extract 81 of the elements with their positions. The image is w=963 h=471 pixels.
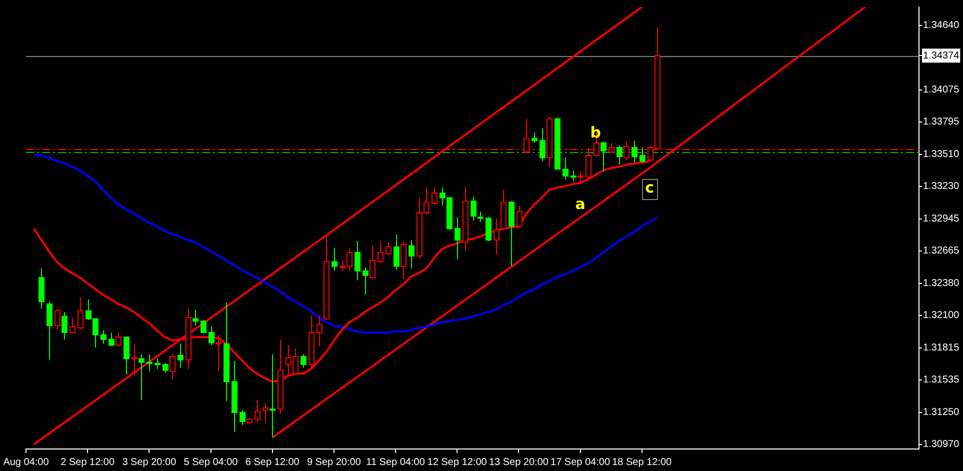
candlestick [386, 242, 392, 256]
candlestick [54, 308, 60, 330]
annotation: b [590, 124, 602, 142]
candlestick [532, 132, 538, 144]
candlestick [116, 332, 122, 347]
candlestick [454, 216, 460, 260]
candlestick [78, 296, 84, 330]
candlestick [208, 326, 214, 346]
candlestick [600, 141, 606, 172]
candlestick [354, 240, 360, 280]
candlestick [100, 330, 106, 344]
candlestick [616, 144, 622, 166]
candlestick [254, 399, 260, 424]
candlestick [162, 362, 168, 373]
candlestick [570, 170, 576, 182]
candlestick [192, 309, 198, 326]
candlestick [494, 218, 500, 256]
candlestick [300, 354, 306, 368]
x-tick-label: 13 Sep 20:00 [488, 456, 549, 468]
candlestick [578, 170, 584, 182]
y-tick-label: 1.34374 [923, 50, 960, 62]
x-tick-label: 6 Sep 12:00 [245, 456, 300, 468]
candlestick [270, 354, 276, 438]
y-tick-label: 1.32665 [923, 246, 960, 257]
x-tick-label: 3 Sep 20:00 [122, 456, 177, 468]
candlestick [378, 240, 384, 264]
y-tick-label: 1.31815 [923, 342, 960, 354]
candlestick [540, 128, 546, 162]
y-tick-label: 1.30970 [923, 439, 960, 450]
candlestick [138, 354, 144, 400]
candlestick [262, 402, 268, 424]
x-tick-label: 11 Sep 04:00 [366, 456, 426, 468]
candlestick [370, 245, 376, 280]
x-tick-label: 17 Sep 04:00 [550, 456, 610, 468]
candlestick [362, 266, 368, 296]
candlestick [408, 239, 414, 270]
candlestick [132, 343, 138, 376]
candlestick [316, 314, 322, 347]
x-tick-label: 9 Sep 20:00 [306, 456, 362, 468]
x-tick-label: 12 Sep 12:00 [427, 456, 488, 468]
candlestick [200, 319, 206, 334]
candlestick [170, 354, 176, 380]
x-tick-label: Aug 04:00 [3, 456, 50, 468]
candlestick [62, 311, 68, 340]
candlestick [124, 336, 130, 376]
y-tick-label: 1.33510 [923, 149, 960, 160]
x-tick-label: 5 Sep 04:00 [184, 456, 238, 468]
candlestick [562, 157, 568, 180]
candlestick [46, 301, 52, 360]
candlestick [478, 210, 484, 222]
candlestick [38, 268, 44, 310]
candlestick [516, 205, 522, 228]
candlestick [640, 146, 646, 163]
x-tick-label: 18 Sep 12:00 [612, 456, 672, 468]
candlestick [394, 234, 400, 270]
candlestick [216, 334, 222, 372]
y-tick-label: 1.34075 [923, 84, 960, 96]
y-tick-label: 1.32380 [923, 278, 960, 290]
candlestick [178, 343, 184, 368]
candlestick [332, 247, 338, 272]
y-tick-label: 1.32100 [923, 310, 960, 322]
y-tick-label: 1.31535 [923, 374, 960, 386]
annotation: a [575, 194, 586, 213]
candlestick [70, 317, 76, 334]
x-tick-label: 2 Sep 12:00 [60, 456, 115, 468]
candlestick [432, 186, 438, 206]
candlestick [486, 216, 492, 242]
candlestick [508, 200, 514, 267]
candlestick [108, 332, 114, 347]
y-tick-label: 1.33230 [923, 181, 960, 192]
y-tick-label: 1.34640 [923, 20, 960, 32]
y-tick-label: 1.32945 [923, 214, 960, 225]
candlestick [470, 196, 476, 222]
candlestick [154, 358, 160, 370]
candlestick [240, 410, 246, 426]
y-tick-label: 1.31250 [923, 407, 960, 418]
candlestick [146, 354, 152, 372]
y-tick-label: 1.33795 [923, 116, 960, 128]
candlestick [632, 140, 638, 163]
candlestick [400, 240, 406, 280]
annotation: c [645, 178, 654, 196]
